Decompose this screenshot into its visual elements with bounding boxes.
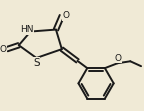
Text: O: O <box>62 11 69 20</box>
Text: S: S <box>33 58 40 68</box>
Text: O: O <box>114 54 121 63</box>
Text: O: O <box>0 45 7 54</box>
Text: HN: HN <box>20 25 33 34</box>
